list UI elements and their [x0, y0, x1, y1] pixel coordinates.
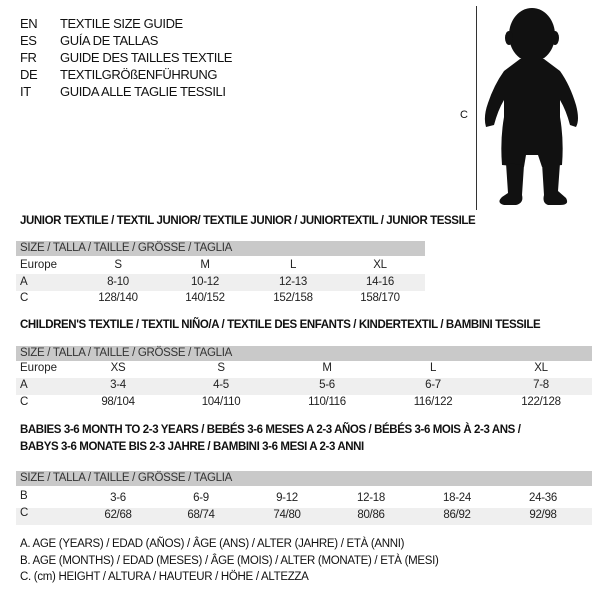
row-label: A [20, 379, 28, 391]
table-cell: 7-8 [533, 379, 549, 391]
row-label: C [20, 507, 29, 519]
table-cell: L [429, 362, 437, 374]
table-cell: 140/152 [185, 292, 225, 304]
table-cell: 74/80 [273, 509, 301, 521]
table-cell: 92/98 [529, 509, 557, 521]
row-stripe [16, 508, 592, 525]
lang-code: DE [20, 67, 38, 82]
legend-a: A. AGE (YEARS) / EDAD (AÑOS) / ÂGE (ANS)… [20, 538, 405, 550]
row-label: Europe [20, 362, 58, 374]
lang-title: GUIDA ALLE TAGLIE TESSILI [60, 84, 226, 99]
table-cell: 18-24 [443, 492, 471, 504]
table-cell: XL [534, 362, 548, 374]
row-label: Europe [20, 259, 58, 271]
children-size-header: SIZE / TALLA / TAILLE / GRÖSSE / TAGLIA [16, 346, 592, 361]
table-cell: 104/110 [201, 396, 241, 408]
table-cell: 152/158 [273, 292, 313, 304]
table-cell: S [217, 362, 225, 374]
row-label: A [20, 276, 28, 288]
table-cell: 68/74 [187, 509, 215, 521]
table-cell: 5-6 [319, 379, 335, 391]
table-cell: 10-12 [191, 276, 219, 288]
height-measure-label: C [460, 109, 468, 121]
lang-code: ES [20, 33, 37, 48]
table-cell: 6-7 [425, 379, 441, 391]
table-cell: 14-16 [366, 276, 394, 288]
child-silhouette-icon [484, 8, 578, 205]
table-cell: 98/104 [101, 396, 135, 408]
table-cell: 9-12 [276, 492, 298, 504]
lang-title: TEXTILE SIZE GUIDE [60, 16, 183, 31]
row-stripe [16, 378, 592, 395]
table-cell: XS [110, 362, 126, 374]
table-cell: 128/140 [98, 292, 138, 304]
table-cell: 62/68 [104, 509, 132, 521]
table-cell: 110/116 [308, 396, 346, 408]
babies-section-title-line2: BABYS 3-6 MONATE BIS 2-3 JAHRE / BAMBINI… [20, 441, 364, 453]
lang-code: EN [20, 16, 38, 31]
table-cell: 12-13 [279, 276, 307, 288]
table-cell: M [322, 362, 332, 374]
table-cell: 80/86 [357, 509, 385, 521]
table-cell: XL [373, 259, 387, 271]
height-measure-line [476, 6, 477, 210]
table-cell: 158/170 [360, 292, 400, 304]
row-label: C [20, 396, 29, 408]
lang-title: TEXTILGRÖßENFÜHRUNG [60, 67, 218, 82]
table-cell: 6-9 [193, 492, 209, 504]
table-cell: 3-4 [110, 379, 126, 391]
lang-code: IT [20, 84, 31, 99]
legend-c: C. (cm) HEIGHT / ALTURA / HAUTEUR / HÖHE… [20, 571, 309, 583]
lang-code: FR [20, 50, 37, 65]
table-cell: 86/92 [443, 509, 471, 521]
row-stripe [16, 274, 425, 291]
table-cell: M [200, 259, 210, 271]
table-cell: L [289, 259, 297, 271]
table-cell: 4-5 [213, 379, 229, 391]
babies-size-header: SIZE / TALLA / TAILLE / GRÖSSE / TAGLIA [16, 471, 592, 486]
lang-title: GUÍA DE TALLAS [60, 33, 158, 48]
children-section-title: CHILDREN'S TEXTILE / TEXTIL NIÑO/A / TEX… [20, 319, 541, 331]
table-cell: 122/128 [521, 396, 561, 408]
row-label: B [20, 490, 28, 502]
table-cell: 8-10 [107, 276, 129, 288]
babies-section-title-line1: BABIES 3-6 MONTH TO 2-3 YEARS / BEBÉS 3-… [20, 424, 521, 436]
table-cell: 116/122 [413, 396, 453, 408]
junior-size-header: SIZE / TALLA / TAILLE / GRÖSSE / TAGLIA [16, 241, 425, 256]
table-cell: S [114, 259, 122, 271]
table-cell: 12-18 [357, 492, 385, 504]
legend-b: B. AGE (MONTHS) / EDAD (MESES) / ÂGE (MO… [20, 555, 439, 567]
lang-title: GUIDE DES TAILLES TEXTILE [60, 50, 233, 65]
junior-section-title: JUNIOR TEXTILE / TEXTIL JUNIOR/ TEXTILE … [20, 215, 476, 227]
table-cell: 3-6 [110, 492, 126, 504]
table-cell: 24-36 [529, 492, 557, 504]
row-label: C [20, 292, 29, 304]
